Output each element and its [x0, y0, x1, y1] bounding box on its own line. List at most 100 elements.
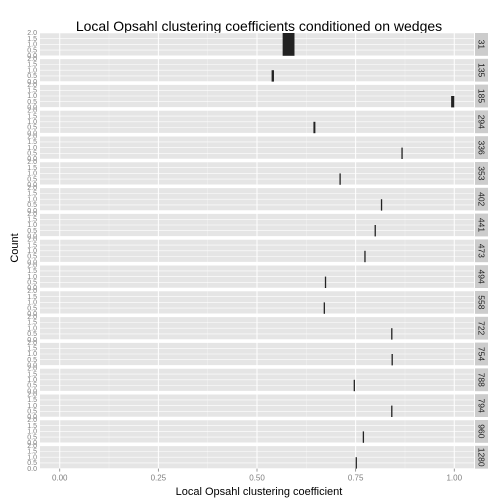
- y-tick-label: 1.5: [27, 113, 37, 120]
- y-tick-label: 1.0: [27, 300, 37, 307]
- y-tick-label: 0.5: [27, 460, 37, 467]
- facet-strip-label: 353: [477, 166, 487, 180]
- facet-strip-label: 558: [477, 295, 487, 309]
- histogram-bar: [391, 354, 393, 366]
- y-tick-label: 2.0: [27, 314, 37, 321]
- facet-strip-label: 960: [477, 424, 487, 438]
- histogram-bar: [391, 405, 393, 417]
- y-tick-label: 0.0: [27, 79, 37, 86]
- y-tick-label: 1.5: [27, 217, 37, 224]
- y-tick-label: 1.0: [27, 119, 37, 126]
- facet-strip: [475, 394, 488, 417]
- facet-strip-label: 185: [477, 89, 487, 103]
- facet-strip-label: 494: [477, 270, 487, 284]
- y-tick-label: 1.5: [27, 36, 37, 43]
- y-tick-label: 0.0: [27, 285, 37, 292]
- y-tick-label: 1.0: [27, 274, 37, 281]
- y-tick-label: 2.0: [27, 82, 37, 89]
- y-tick-label: 0.0: [27, 414, 37, 421]
- x-tick-label: 1.00: [446, 474, 462, 483]
- histogram-bar: [451, 96, 455, 108]
- facet-strip: [475, 291, 488, 314]
- y-tick-label: 2.0: [27, 133, 37, 140]
- y-tick-label: 1.5: [27, 242, 37, 249]
- y-tick-label: 0.0: [27, 156, 37, 163]
- y-tick-label: 0.5: [27, 47, 37, 54]
- facet-panel: 0.00.51.01.52.031: [27, 30, 488, 60]
- facet-panels: 0.00.51.01.52.0310.00.51.01.52.01350.00.…: [27, 30, 488, 473]
- y-tick-label: 1.5: [27, 346, 37, 353]
- y-tick-label: 1.0: [27, 325, 37, 332]
- facet-strip-label: 722: [477, 321, 487, 335]
- y-tick-label: 2.0: [27, 185, 37, 192]
- histogram-bar: [374, 225, 376, 237]
- facet-strip: [475, 110, 488, 134]
- y-tick-label: 1.5: [27, 191, 37, 198]
- histogram-bar: [355, 457, 357, 469]
- y-tick-label: 0.5: [27, 99, 37, 106]
- y-tick-label: 1.0: [27, 196, 37, 203]
- facet-strip: [475, 33, 488, 56]
- chart-title: Local Opsahl clustering coefficients con…: [76, 18, 442, 34]
- histogram-bar: [401, 147, 403, 159]
- x-axis-label: Local Opsahl clustering coefficient: [176, 486, 343, 498]
- facet-strip-label: 1280: [477, 448, 487, 467]
- y-tick-label: 0.0: [27, 130, 37, 137]
- y-tick-label: 0.0: [27, 440, 37, 447]
- y-tick-label: 0.5: [27, 357, 37, 364]
- y-tick-label: 0.0: [27, 182, 37, 189]
- y-tick-label: 1.5: [27, 88, 37, 95]
- y-tick-label: 1.5: [27, 294, 37, 301]
- y-tick-label: 2.0: [27, 340, 37, 347]
- y-tick-label: 2.0: [27, 443, 37, 450]
- facet-strip: [475, 420, 488, 443]
- facet-strip: [475, 445, 488, 469]
- facet-strip: [475, 58, 488, 82]
- x-tick-label: 0.25: [151, 474, 167, 483]
- y-tick-label: 0.5: [27, 409, 37, 416]
- facet-strip: [475, 162, 488, 185]
- y-tick-label: 0.5: [27, 434, 37, 441]
- y-tick-label: 0.0: [27, 53, 37, 60]
- y-tick-label: 1.5: [27, 449, 37, 456]
- y-tick-label: 0.5: [27, 202, 37, 209]
- histogram-bar: [313, 121, 316, 134]
- y-tick-label: 0.0: [27, 311, 37, 318]
- y-tick-label: 0.5: [27, 125, 37, 132]
- y-tick-label: 1.0: [27, 222, 37, 229]
- y-tick-label: 1.5: [27, 165, 37, 172]
- y-tick-label: 1.5: [27, 423, 37, 430]
- y-tick-label: 0.5: [27, 73, 37, 80]
- facet-strip: [475, 239, 488, 263]
- y-tick-label: 1.0: [27, 145, 37, 152]
- y-tick-label: 2.0: [27, 159, 37, 166]
- y-tick-label: 0.5: [27, 280, 37, 287]
- x-axis: 0.00 0.25 0.50 0.75 1.00: [52, 468, 463, 483]
- y-tick-label: 2.0: [27, 108, 37, 115]
- y-tick-label: 1.0: [27, 171, 37, 178]
- facet-strip-label: 473: [477, 244, 487, 258]
- y-tick-label: 0.5: [27, 151, 37, 158]
- histogram-bar: [323, 302, 325, 314]
- histogram-bar: [362, 431, 365, 443]
- y-axis-label: Count: [9, 233, 21, 262]
- y-tick-label: 2.0: [27, 56, 37, 63]
- y-tick-label: 2.0: [27, 211, 37, 218]
- histogram-bar: [324, 276, 327, 288]
- y-tick-label: 0.0: [27, 208, 37, 215]
- y-tick-label: 1.5: [27, 397, 37, 404]
- y-tick-label: 0.5: [27, 331, 37, 338]
- facet-strip-label: 336: [477, 141, 487, 155]
- y-tick-label: 0.5: [27, 176, 37, 183]
- y-tick-label: 1.5: [27, 62, 37, 69]
